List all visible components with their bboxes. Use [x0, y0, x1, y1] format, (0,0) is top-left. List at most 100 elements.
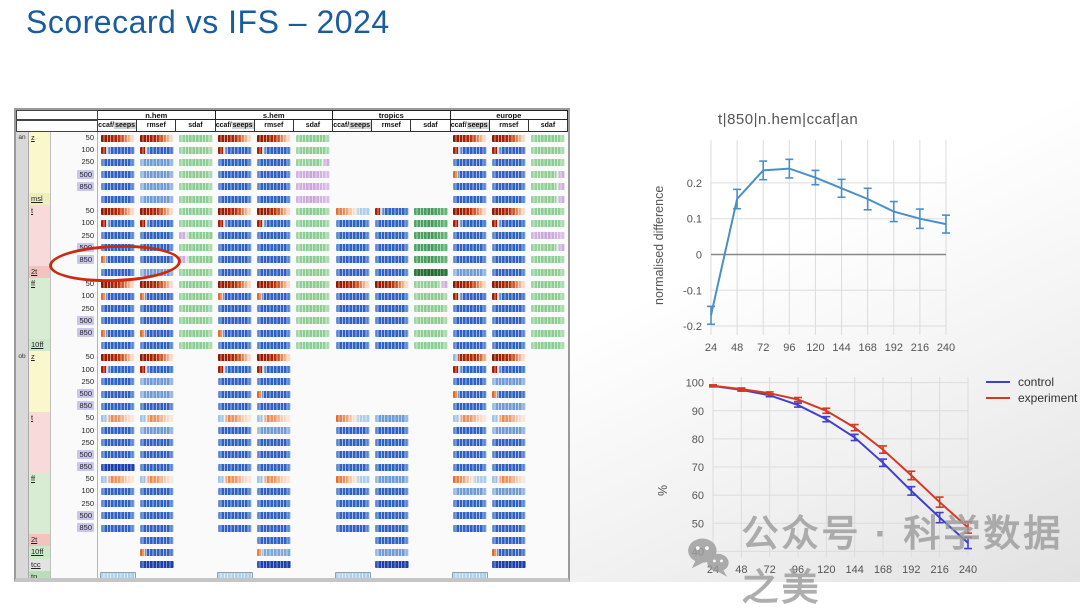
- scorecard-cell: [255, 522, 294, 534]
- scorecard-cell: [176, 339, 215, 351]
- scorecard-cell: [216, 461, 255, 473]
- scorecard-cell: [333, 400, 372, 412]
- score-strip: [257, 293, 292, 301]
- score-strip: [413, 305, 448, 313]
- scorecard-cell: [451, 546, 490, 558]
- score-strip: [335, 219, 370, 227]
- section-cell: [16, 266, 29, 279]
- score-strip: [335, 500, 370, 508]
- scorecard-cell: [411, 425, 450, 437]
- level-cell: 250: [51, 375, 98, 388]
- scorecard-cell: [372, 339, 411, 351]
- level-cell: 100: [51, 424, 98, 437]
- score-strip: [178, 232, 213, 240]
- scorecard-cell: [372, 437, 411, 449]
- level-label: 50: [85, 352, 94, 362]
- scorecard-cell: [294, 230, 333, 242]
- scorecard-cell: [137, 437, 176, 449]
- score-strip: [139, 134, 174, 142]
- level-cell: 50: [51, 473, 98, 486]
- section-cell: [16, 290, 29, 303]
- score-strip: [413, 244, 448, 252]
- score-strip: [139, 158, 174, 166]
- scorecard-cell: [333, 205, 372, 217]
- section-cell: [16, 522, 29, 535]
- scorecard-cell: [333, 449, 372, 461]
- score-strip: [374, 512, 409, 520]
- scorecard-cell: [137, 266, 176, 278]
- score-strip: [139, 548, 174, 556]
- scorecard-cell: [372, 327, 411, 339]
- score-strip: [335, 439, 370, 447]
- scorecard-cell: [137, 473, 176, 485]
- score-strip: [413, 207, 448, 215]
- score-strip: [178, 146, 213, 154]
- level-cell: 50: [51, 278, 98, 291]
- scorecard-row: 100: [16, 424, 568, 437]
- section-cell: [16, 546, 29, 559]
- scorecard-cell: [411, 351, 450, 363]
- score-strip: [374, 536, 409, 544]
- variable-cell: [29, 522, 51, 535]
- scorecard-cell: [333, 169, 372, 181]
- scorecard-cell: [137, 278, 176, 290]
- level-cell: 850: [51, 522, 98, 535]
- score-strip: [178, 195, 213, 203]
- score-strip: [218, 390, 253, 398]
- scorecard-cell: [98, 205, 137, 217]
- level-label: 100: [81, 486, 94, 496]
- scorecard-cell: [255, 156, 294, 168]
- variable-label: z: [31, 352, 35, 362]
- level-cell: 50: [51, 351, 98, 364]
- score-strip: [296, 134, 331, 142]
- scorecard-cell: [176, 156, 215, 168]
- scorecard-cell: [255, 315, 294, 327]
- scorecard-cell: [451, 132, 490, 144]
- score-strip: [100, 366, 135, 374]
- scorecard-cell: [137, 230, 176, 242]
- scorecard-cell: [176, 400, 215, 412]
- scorecard-cell: [333, 412, 372, 424]
- scorecard-cell: [490, 437, 529, 449]
- score-strip: [218, 244, 253, 252]
- scorecard-cell: [294, 571, 333, 578]
- scorecard-cell: [255, 217, 294, 229]
- section-cell: [16, 229, 29, 242]
- section-cell: [16, 400, 29, 413]
- scorecard-cell: [294, 522, 333, 534]
- scorecard-cell: [490, 217, 529, 229]
- score-strip: [139, 414, 174, 422]
- level-label: 500: [77, 169, 94, 179]
- score-strip: [531, 219, 566, 227]
- scorecard-cell: [255, 534, 294, 546]
- level-label: 50: [85, 413, 94, 423]
- score-strip: [492, 512, 527, 520]
- scorecard-cell: [411, 193, 450, 205]
- scorecard-cell: [451, 230, 490, 242]
- watermark-text: 公众号 · 科学数据之美: [741, 513, 1064, 608]
- scorecard-cell: [176, 473, 215, 485]
- scorecard-cell: [490, 364, 529, 376]
- scorecard-row: 250: [16, 302, 568, 315]
- scorecard-cell: [333, 351, 372, 363]
- scorecard-cell: [411, 266, 450, 278]
- score-strip: [374, 414, 409, 422]
- score-strip: [218, 305, 253, 313]
- variable-cell: [29, 290, 51, 303]
- scorecard-cell: [411, 449, 450, 461]
- svg-text:0.2: 0.2: [687, 178, 702, 190]
- score-strip: [100, 280, 135, 288]
- score-strip: [374, 207, 409, 215]
- score-strip: [531, 341, 566, 349]
- scorecard-cell: [216, 290, 255, 302]
- score-strip: [218, 232, 253, 240]
- score-strip: [296, 171, 331, 179]
- scorecard-cell: [333, 303, 372, 315]
- score-strip: [100, 463, 135, 471]
- level-cell: [51, 570, 98, 578]
- level-label: 250: [81, 437, 94, 447]
- score-strip: [100, 219, 135, 227]
- level-label: 250: [81, 230, 94, 240]
- scorecard-cell: [216, 144, 255, 156]
- score-strip: [335, 232, 370, 240]
